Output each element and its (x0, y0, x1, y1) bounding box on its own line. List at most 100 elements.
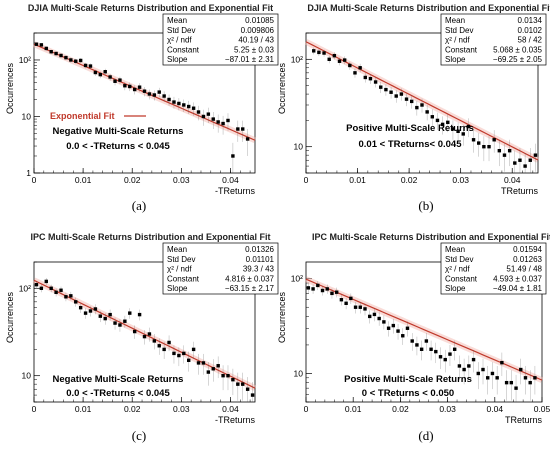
x-tick-label: 0.04 (487, 404, 504, 414)
data-point (344, 301, 348, 305)
stats-key: Slope (445, 55, 466, 64)
x-tick-label: 0.01 (349, 175, 366, 185)
stats-key: Mean (445, 16, 465, 25)
data-point (64, 55, 68, 60)
stats-value: 0.01594 (513, 245, 542, 254)
stats-value: 0.01085 (245, 16, 274, 25)
x-tick-label: 0 (32, 404, 37, 414)
data-point (481, 367, 485, 372)
annotation-line-1: Negative Multi-Scale Returns (53, 126, 184, 137)
data-point (311, 287, 315, 291)
data-point (236, 382, 240, 386)
data-point (196, 110, 201, 114)
stats-box (162, 13, 279, 66)
data-point (419, 347, 424, 351)
data-point (358, 305, 362, 309)
data-point (467, 364, 471, 368)
stats-box (440, 13, 547, 66)
data-point (49, 286, 53, 291)
panel-1: DJIA Multi-Scale Returns Distribution an… (5, 3, 279, 213)
stats-value: 39.3 / 43 (243, 265, 275, 274)
stats-key: χ² / ndf (167, 36, 192, 45)
data-point (123, 84, 127, 88)
data-point (332, 53, 337, 58)
panel-4: IPC Multi-Scale Returns Distribution and… (277, 232, 550, 443)
data-point (353, 305, 358, 309)
data-point (206, 370, 211, 374)
data-point (429, 347, 433, 351)
data-point (358, 66, 362, 70)
stats-value: 0.01263 (513, 255, 542, 264)
x-tick-label: 0.04 (504, 175, 521, 185)
data-point (118, 78, 122, 82)
data-point (132, 87, 137, 92)
data-point (438, 355, 443, 359)
data-point (128, 311, 132, 315)
stats-value: 58 / 42 (518, 36, 543, 45)
data-point (457, 364, 462, 368)
stats-key: Std Dev (445, 26, 473, 35)
stats-value: 51.49 / 48 (506, 265, 542, 274)
data-point (182, 103, 186, 107)
data-point (152, 93, 157, 97)
data-point (88, 309, 93, 313)
data-point (471, 138, 476, 142)
data-point (451, 127, 455, 131)
stats-value: −69.25 ± 2.05 (493, 55, 543, 64)
y-tick-label: 10 (294, 142, 304, 152)
data-point (471, 357, 476, 362)
data-point (74, 59, 78, 63)
stats-key: Constant (167, 45, 200, 54)
stats-box (440, 242, 547, 295)
stats-value: 40.19 / 43 (238, 36, 274, 45)
data-point (363, 75, 367, 80)
data-point (518, 158, 522, 162)
data-point (147, 92, 152, 96)
stats-key: Mean (167, 16, 187, 25)
data-point (74, 300, 78, 304)
data-point (533, 376, 537, 380)
data-point (425, 110, 429, 114)
data-point (113, 321, 117, 325)
data-point (69, 58, 73, 62)
data-point (363, 307, 367, 311)
stats-value: 5.068 ± 0.035 (493, 45, 542, 54)
data-point (231, 154, 235, 158)
data-point (348, 63, 352, 68)
data-point (182, 351, 186, 356)
data-point (502, 153, 507, 157)
y-axis-label: Occurrences (5, 292, 15, 344)
data-point (337, 59, 342, 63)
annotation-line-1: Positive Multi-Scale Returns (344, 374, 472, 385)
data-point (177, 101, 181, 106)
y-tick-label: 10² (291, 274, 303, 284)
data-point (93, 307, 98, 311)
x-tick-label: 0.03 (173, 175, 190, 185)
data-point (211, 367, 215, 371)
data-point (226, 118, 230, 123)
data-point (206, 112, 211, 116)
y-tick-label: 10 (22, 111, 32, 121)
data-point (528, 158, 532, 162)
stats-key: Mean (167, 245, 187, 254)
data-point (88, 64, 93, 68)
data-point (201, 361, 206, 365)
data-point (477, 141, 481, 145)
stats-value: 0.0134 (518, 16, 543, 25)
panel-caption: (c) (132, 428, 146, 443)
data-point (147, 332, 152, 336)
y-tick-label: 10² (291, 54, 303, 64)
stats-value: 4.593 ± 0.037 (493, 274, 542, 283)
y-tick-label: 10² (19, 283, 31, 293)
stats-key: Std Dev (167, 255, 195, 264)
x-tick-label: 0.03 (439, 404, 456, 414)
annotation-line-2: 0.0 < -TReturns < 0.045 (66, 141, 170, 152)
data-point (103, 69, 107, 74)
stats-key: Slope (167, 284, 188, 293)
data-point (509, 380, 514, 385)
y-axis-label: Occurrences (277, 292, 287, 344)
legend-label: Exponential Fit (50, 111, 115, 121)
data-point (93, 70, 98, 75)
x-tick-label: 0 (304, 175, 309, 185)
data-point (399, 92, 404, 96)
